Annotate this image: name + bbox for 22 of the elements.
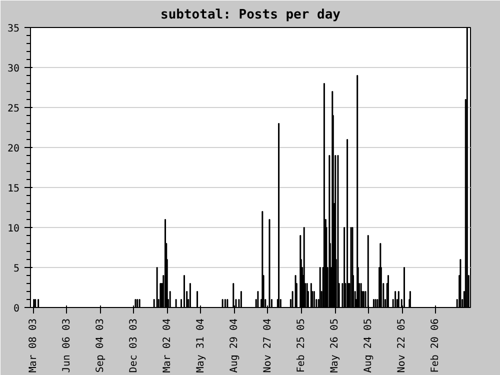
x-tick-label: May 26 05 (330, 318, 340, 373)
x-tick-label: Mar 08 03 (28, 318, 39, 373)
y-tick-label: 5 (13, 264, 20, 274)
y-tick-label: 10 (7, 224, 20, 234)
x-tick-label: May 31 04 (195, 318, 206, 373)
x-tick-label: Feb 20 06 (430, 318, 442, 373)
x-tick-label: Nov 22 05 (396, 318, 408, 373)
y-tick-label: 25 (7, 104, 20, 114)
y-tick-label: 35 (7, 24, 20, 34)
x-tick-label: Aug 29 04 (228, 318, 240, 373)
y-tick-label: 15 (7, 184, 20, 194)
x-tick-label: Dec 03 03 (128, 318, 140, 373)
y-tick-label: 20 (7, 144, 20, 154)
x-tick-label: Nov 27 04 (262, 318, 274, 373)
chart-title: subtotal: Posts per day (160, 8, 341, 22)
x-tick-label: Mar 02 04 (162, 318, 173, 373)
x-tick-label: Feb 25 05 (296, 318, 307, 373)
y-tick-label: 30 (7, 64, 20, 74)
x-tick-label: Aug 24 05 (363, 318, 374, 373)
y-tick-label: 0 (13, 304, 20, 314)
x-tick-label: Sep 04 03 (94, 318, 106, 373)
x-tick-label: Jun 06 03 (61, 318, 72, 373)
